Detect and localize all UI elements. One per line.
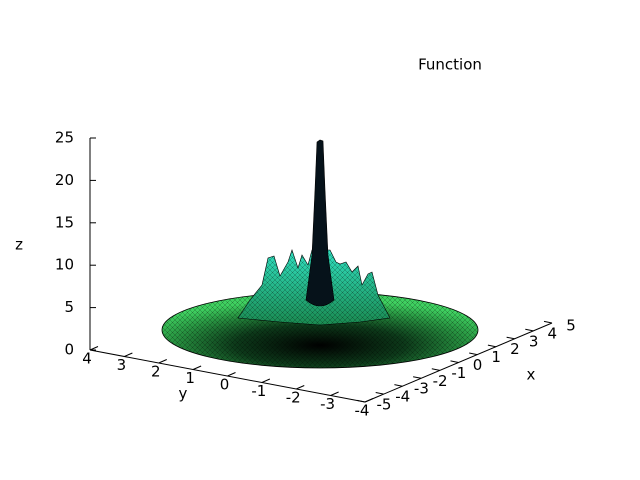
x-tick (394, 384, 403, 387)
y-tick (124, 352, 133, 357)
z-tick-label: 25 (55, 129, 74, 147)
x-tick (431, 368, 440, 371)
x-tick (543, 320, 553, 324)
x-tick-label: -2 (433, 372, 448, 390)
z-axis-label: z (15, 236, 23, 254)
x-tick-label: -4 (395, 388, 410, 406)
y-tick (330, 391, 339, 396)
y-tick (227, 372, 236, 377)
x-tick (356, 399, 366, 403)
y-tick (89, 346, 99, 351)
z-tick-label: 20 (55, 171, 74, 189)
surface (161, 139, 479, 369)
chart-title: Function (418, 56, 482, 74)
y-tick-label: 4 (82, 350, 92, 368)
x-tick-label: -3 (414, 380, 429, 398)
y-tick (296, 385, 305, 390)
y-tick-label: -2 (286, 389, 301, 407)
x-tick-label: -1 (451, 364, 466, 382)
z-tick-label: 15 (55, 213, 74, 231)
y-tick-label: 0 (220, 376, 230, 394)
x-tick-label: 5 (566, 317, 576, 335)
x-axis-label: x (527, 366, 536, 384)
x-tick-label: -5 (377, 396, 392, 414)
y-tick-label: -1 (251, 382, 266, 400)
x-tick-label: 3 (529, 332, 539, 350)
y-tick-label: 2 (151, 363, 161, 381)
y-tick (192, 365, 202, 370)
x-tick (469, 352, 478, 356)
x-tick (413, 376, 422, 379)
x-tick-label: 4 (548, 324, 558, 342)
y-tick-label: -4 (355, 402, 370, 420)
y-tick (261, 378, 271, 383)
y-tick-label: 1 (185, 369, 195, 387)
z-tick-label: 5 (64, 298, 74, 316)
x-tick (375, 392, 384, 395)
z-tick-label: 10 (55, 256, 74, 274)
x-tick (487, 344, 496, 348)
x-tick-label: 1 (491, 348, 501, 366)
x-tick-label: 0 (473, 356, 483, 374)
y-axis-label: y (179, 385, 188, 403)
y-tick-label: 3 (117, 356, 127, 374)
x-tick-label: 2 (510, 340, 520, 358)
y-tick (158, 359, 167, 364)
y-tick-label: -3 (320, 395, 335, 413)
x-tick (525, 328, 534, 332)
x-tick (450, 360, 459, 363)
z-tick-label: 0 (64, 341, 74, 359)
x-tick (506, 336, 515, 340)
